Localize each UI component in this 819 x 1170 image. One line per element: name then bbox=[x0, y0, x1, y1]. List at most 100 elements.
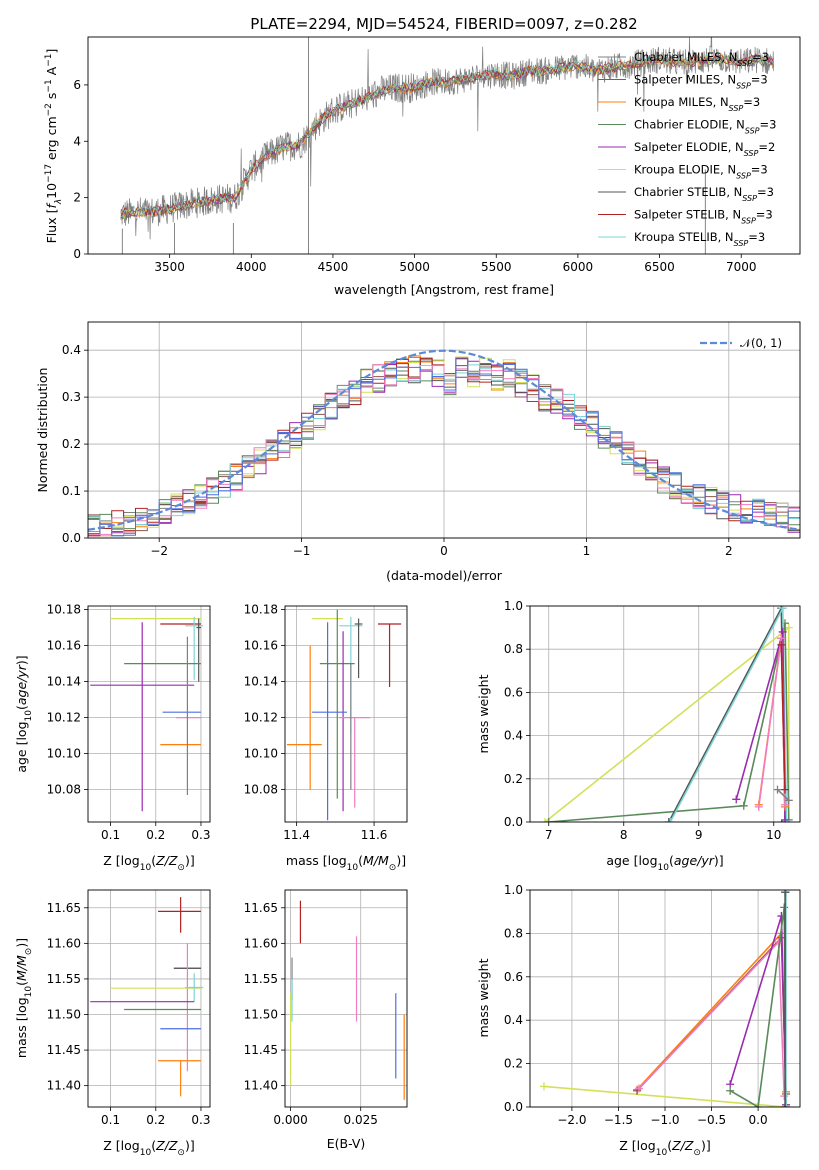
mass-weight-marker bbox=[732, 795, 741, 804]
x-tick-label: 0.0 bbox=[749, 1113, 768, 1127]
x-tick-label: 0.2 bbox=[146, 1113, 165, 1127]
mass-vs-ebv-axes: 0.000 0.025 11.40 11.45 11.50 11.55 11.60 11.65 bbox=[244, 889, 408, 1127]
age-z-y-axis-label: age [log10(age/yr)] bbox=[14, 655, 34, 772]
mass-weight-line bbox=[544, 625, 790, 822]
mass-vs-z-plot-area bbox=[90, 897, 204, 1097]
y-tick-label: 0.8 bbox=[504, 642, 523, 656]
y-tick-label: 2 bbox=[73, 191, 81, 205]
x-tick-label: −2 bbox=[150, 544, 168, 558]
y-tick-label: 0.0 bbox=[62, 531, 81, 545]
spectrum-legend-label: Chabrier STELIB, NSSP=3 bbox=[634, 185, 774, 203]
y-tick-label: 11.65 bbox=[47, 901, 81, 915]
x-tick-label: 0.000 bbox=[273, 1113, 307, 1127]
y-tick-label: 0.1 bbox=[62, 484, 81, 498]
x-tick-label: 7000 bbox=[726, 260, 757, 274]
age-vs-z-plot-area bbox=[90, 616, 204, 812]
y-tick-label: 10.12 bbox=[244, 711, 278, 725]
x-tick-label: 0.2 bbox=[146, 828, 165, 842]
mass-weight-marker bbox=[773, 785, 782, 794]
y-tick-label: 0.2 bbox=[504, 772, 523, 786]
mass-weight-line bbox=[780, 644, 786, 790]
y-tick-label: 11.65 bbox=[244, 901, 278, 915]
x-tick-label: −2.0 bbox=[557, 1113, 586, 1127]
spectrum-legend-label: Salpeter STELIB, NSSP=3 bbox=[634, 208, 773, 226]
residuals-axes: −2 −1 0 1 2 0.0 0.1 0.2 0.3 0.4 bbox=[62, 321, 801, 558]
mass-weight-marker bbox=[781, 800, 789, 809]
mass-weight-marker bbox=[781, 815, 789, 822]
mass-weight-marker bbox=[541, 818, 549, 822]
spectrum-axes: 3500 4000 4500 5000 5500 6000 6500 7000 0 2 4 6 bbox=[73, 36, 801, 274]
spectrum-legend-label: Chabrier ELODIE, NSSP=3 bbox=[634, 118, 776, 136]
mass-weight-marker bbox=[666, 818, 675, 822]
y-tick-label: 10.08 bbox=[47, 783, 81, 797]
mass-weight-marker bbox=[781, 785, 789, 794]
y-tick-label: 11.60 bbox=[244, 936, 278, 950]
mass-z-x-axis-label: Z [log10(Z/Z⊙)] bbox=[103, 1138, 194, 1158]
mass-ebv-x-axis-label: E(B-V) bbox=[327, 1136, 366, 1151]
y-tick-label: 11.60 bbox=[47, 936, 81, 950]
y-tick-label: 6 bbox=[73, 78, 81, 92]
mass-weight-marker bbox=[739, 801, 748, 810]
y-tick-label: 11.50 bbox=[47, 1008, 81, 1022]
mass-weight-marker bbox=[782, 1103, 791, 1107]
y-tick-label: 10.10 bbox=[244, 747, 278, 761]
x-tick-label: 0.3 bbox=[191, 1113, 210, 1127]
x-tick-label: 9 bbox=[695, 828, 703, 842]
y-tick-label: 10.14 bbox=[47, 675, 81, 689]
mass-weight-marker bbox=[544, 818, 553, 822]
y-tick-label: 0 bbox=[73, 247, 81, 261]
x-tick-label: 11.4 bbox=[283, 828, 310, 842]
y-tick-label: 10.16 bbox=[47, 639, 81, 653]
mass-weight-marker bbox=[726, 1086, 735, 1095]
y-tick-label: 10.16 bbox=[244, 639, 278, 653]
mass-weight-marker bbox=[777, 640, 786, 649]
z-mass-weight-plot-area bbox=[539, 890, 791, 1107]
y-tick-label: 0.6 bbox=[504, 685, 523, 699]
mass-weight-marker bbox=[754, 1103, 763, 1107]
y-tick-label: 11.55 bbox=[244, 972, 278, 986]
y-tick-label: 1.0 bbox=[504, 599, 523, 613]
spectrum-y-axis-label: Flux [fλ10−17 erg cm−2 s−1 A−1] bbox=[44, 49, 64, 244]
age-vs-mass-plot-area bbox=[286, 609, 402, 821]
spectrum-legend-label: Chabrier MILES, NSSP=3 bbox=[634, 50, 769, 68]
y-tick-label: 11.45 bbox=[47, 1043, 81, 1057]
mass-weight-marker bbox=[784, 623, 793, 632]
age-weight-y-axis-label: mass weight bbox=[476, 674, 491, 753]
residuals-plot-area bbox=[88, 349, 800, 537]
spectrum-model-line bbox=[120, 53, 774, 219]
age-mass-weight-plot-area bbox=[541, 606, 793, 822]
axes-frame bbox=[284, 889, 408, 1108]
normal-curve bbox=[88, 349, 800, 531]
mass-vs-ebv-plot-area bbox=[290, 900, 405, 1100]
x-tick-label: 10 bbox=[766, 828, 781, 842]
spectrum-legend-label: Salpeter MILES, NSSP=3 bbox=[634, 73, 768, 91]
spectrum-model-line bbox=[120, 55, 774, 219]
age-z-x-axis-label: Z [log10(Z/Z⊙)] bbox=[103, 853, 194, 873]
spectrum-model-line bbox=[120, 53, 774, 218]
x-tick-label: 0.3 bbox=[191, 828, 210, 842]
y-tick-label: 10.10 bbox=[47, 747, 81, 761]
residual-histogram bbox=[88, 357, 800, 537]
x-tick-label: 0.1 bbox=[101, 1113, 120, 1127]
x-tick-label: 2 bbox=[725, 544, 733, 558]
mass-weight-marker bbox=[754, 802, 763, 811]
y-tick-label: 10.18 bbox=[47, 603, 81, 617]
spectrum-legend-label: Kroupa STELIB, NSSP=3 bbox=[634, 230, 765, 248]
mass-weight-marker bbox=[780, 1092, 789, 1101]
z-weight-y-axis-label: mass weight bbox=[476, 958, 491, 1037]
spectrum-legend-label: Kroupa ELODIE, NSSP=3 bbox=[634, 163, 768, 181]
age-vs-z-axes: 0.1 0.2 0.3 10.08 10.10 10.12 10.14 10.16 10.18 bbox=[47, 603, 211, 842]
mass-weight-marker bbox=[664, 818, 673, 822]
residual-y-axis-label: Normed distribution bbox=[35, 368, 50, 493]
axes-frame bbox=[87, 321, 801, 539]
x-tick-label: −0.5 bbox=[697, 1113, 726, 1127]
y-tick-label: 0.4 bbox=[504, 729, 523, 743]
axes-frame bbox=[284, 605, 408, 823]
x-tick-label: 5000 bbox=[399, 260, 430, 274]
z-weight-x-axis-label: Z [log10(Z/Z⊙)] bbox=[619, 1138, 710, 1158]
mass-weight-marker bbox=[778, 606, 787, 613]
y-tick-label: 0.3 bbox=[62, 390, 81, 404]
y-tick-label: 0.4 bbox=[62, 343, 81, 357]
mass-weight-line bbox=[548, 623, 790, 822]
